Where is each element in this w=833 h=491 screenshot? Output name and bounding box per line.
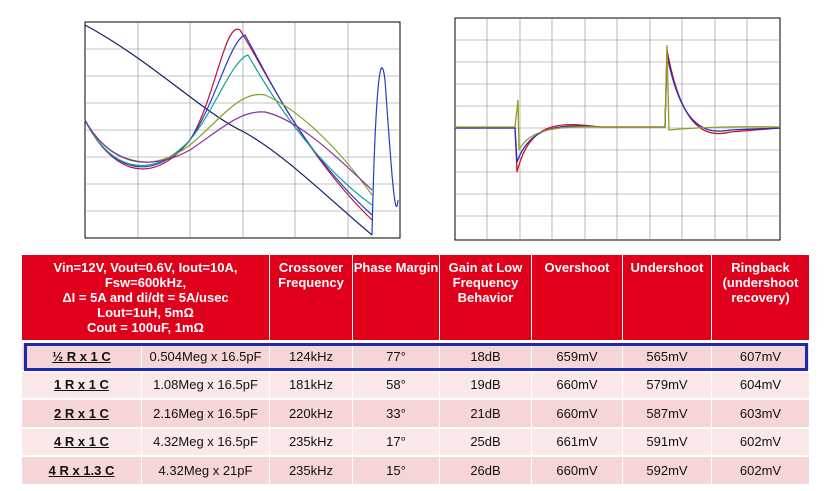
plots [84, 17, 781, 241]
cell: 602mV [712, 428, 810, 457]
cell: 2.16Meg x 16.5pF [142, 400, 270, 429]
bode-plot [84, 21, 401, 239]
row-highlight [24, 343, 808, 371]
column-header: Gain at Low Frequency Behavior [440, 255, 532, 342]
cell: 602mV [712, 457, 810, 486]
column-header: Crossover Frequency [270, 255, 353, 342]
transient-plot [454, 17, 781, 241]
condition-line: Fsw=600kHz, [104, 275, 187, 290]
row-label: 4 R x 1 C [22, 428, 142, 457]
cell: 661mV [532, 428, 623, 457]
cell: 21dB [440, 400, 532, 429]
cell: 592mV [623, 457, 712, 486]
cell: 235kHz [270, 457, 353, 486]
cell: 18dB [440, 343, 532, 372]
condition-line: ΔI = 5A and di/dt = 5A/usec [62, 290, 229, 305]
condition-line: Vin=12V, Vout=0.6V, Iout=10A, [53, 260, 238, 275]
cell: 565mV [623, 343, 712, 372]
cell: 25dB [440, 428, 532, 457]
cell: 660mV [532, 457, 623, 486]
cell: 220kHz [270, 400, 353, 429]
condition-line: Cout = 100uF, 1mΩ [87, 320, 204, 335]
cell: 604mV [712, 371, 810, 400]
cell: 26dB [440, 457, 532, 486]
cell: 124kHz [270, 343, 353, 372]
cell: 58° [353, 371, 440, 400]
condition-line: Lout=1uH, 5mΩ [97, 305, 194, 320]
header-conditions: Vin=12V, Vout=0.6V, Iout=10A, Fsw=600kHz,… [22, 255, 270, 342]
cell: 1.08Meg x 16.5pF [142, 371, 270, 400]
row-label: 1 R x 1 C [22, 371, 142, 400]
cell: 17° [353, 428, 440, 457]
cell: 587mV [623, 400, 712, 429]
column-header: Ringback (undershoot recovery) [712, 255, 810, 342]
cell: 659mV [532, 343, 623, 372]
cell: 579mV [623, 371, 712, 400]
cell: 4.32Meg x 16.5pF [142, 428, 270, 457]
cell: 181kHz [270, 371, 353, 400]
cell: 660mV [532, 371, 623, 400]
cell: 660mV [532, 400, 623, 429]
column-header: Overshoot [532, 255, 623, 342]
cell: 235kHz [270, 428, 353, 457]
column-header: Phase Margin [353, 255, 440, 342]
row-label: ½ R x 1 C [22, 343, 142, 372]
cell: 19dB [440, 371, 532, 400]
cell: 591mV [623, 428, 712, 457]
row-label: 4 R x 1.3 C [22, 457, 142, 486]
row-label: 2 R x 1 C [22, 400, 142, 429]
cell: 4.32Meg x 21pF [142, 457, 270, 486]
cell: 33° [353, 400, 440, 429]
cell: 15° [353, 457, 440, 486]
cell: 607mV [712, 343, 810, 372]
cell: 603mV [712, 400, 810, 429]
column-header: Undershoot [623, 255, 712, 342]
